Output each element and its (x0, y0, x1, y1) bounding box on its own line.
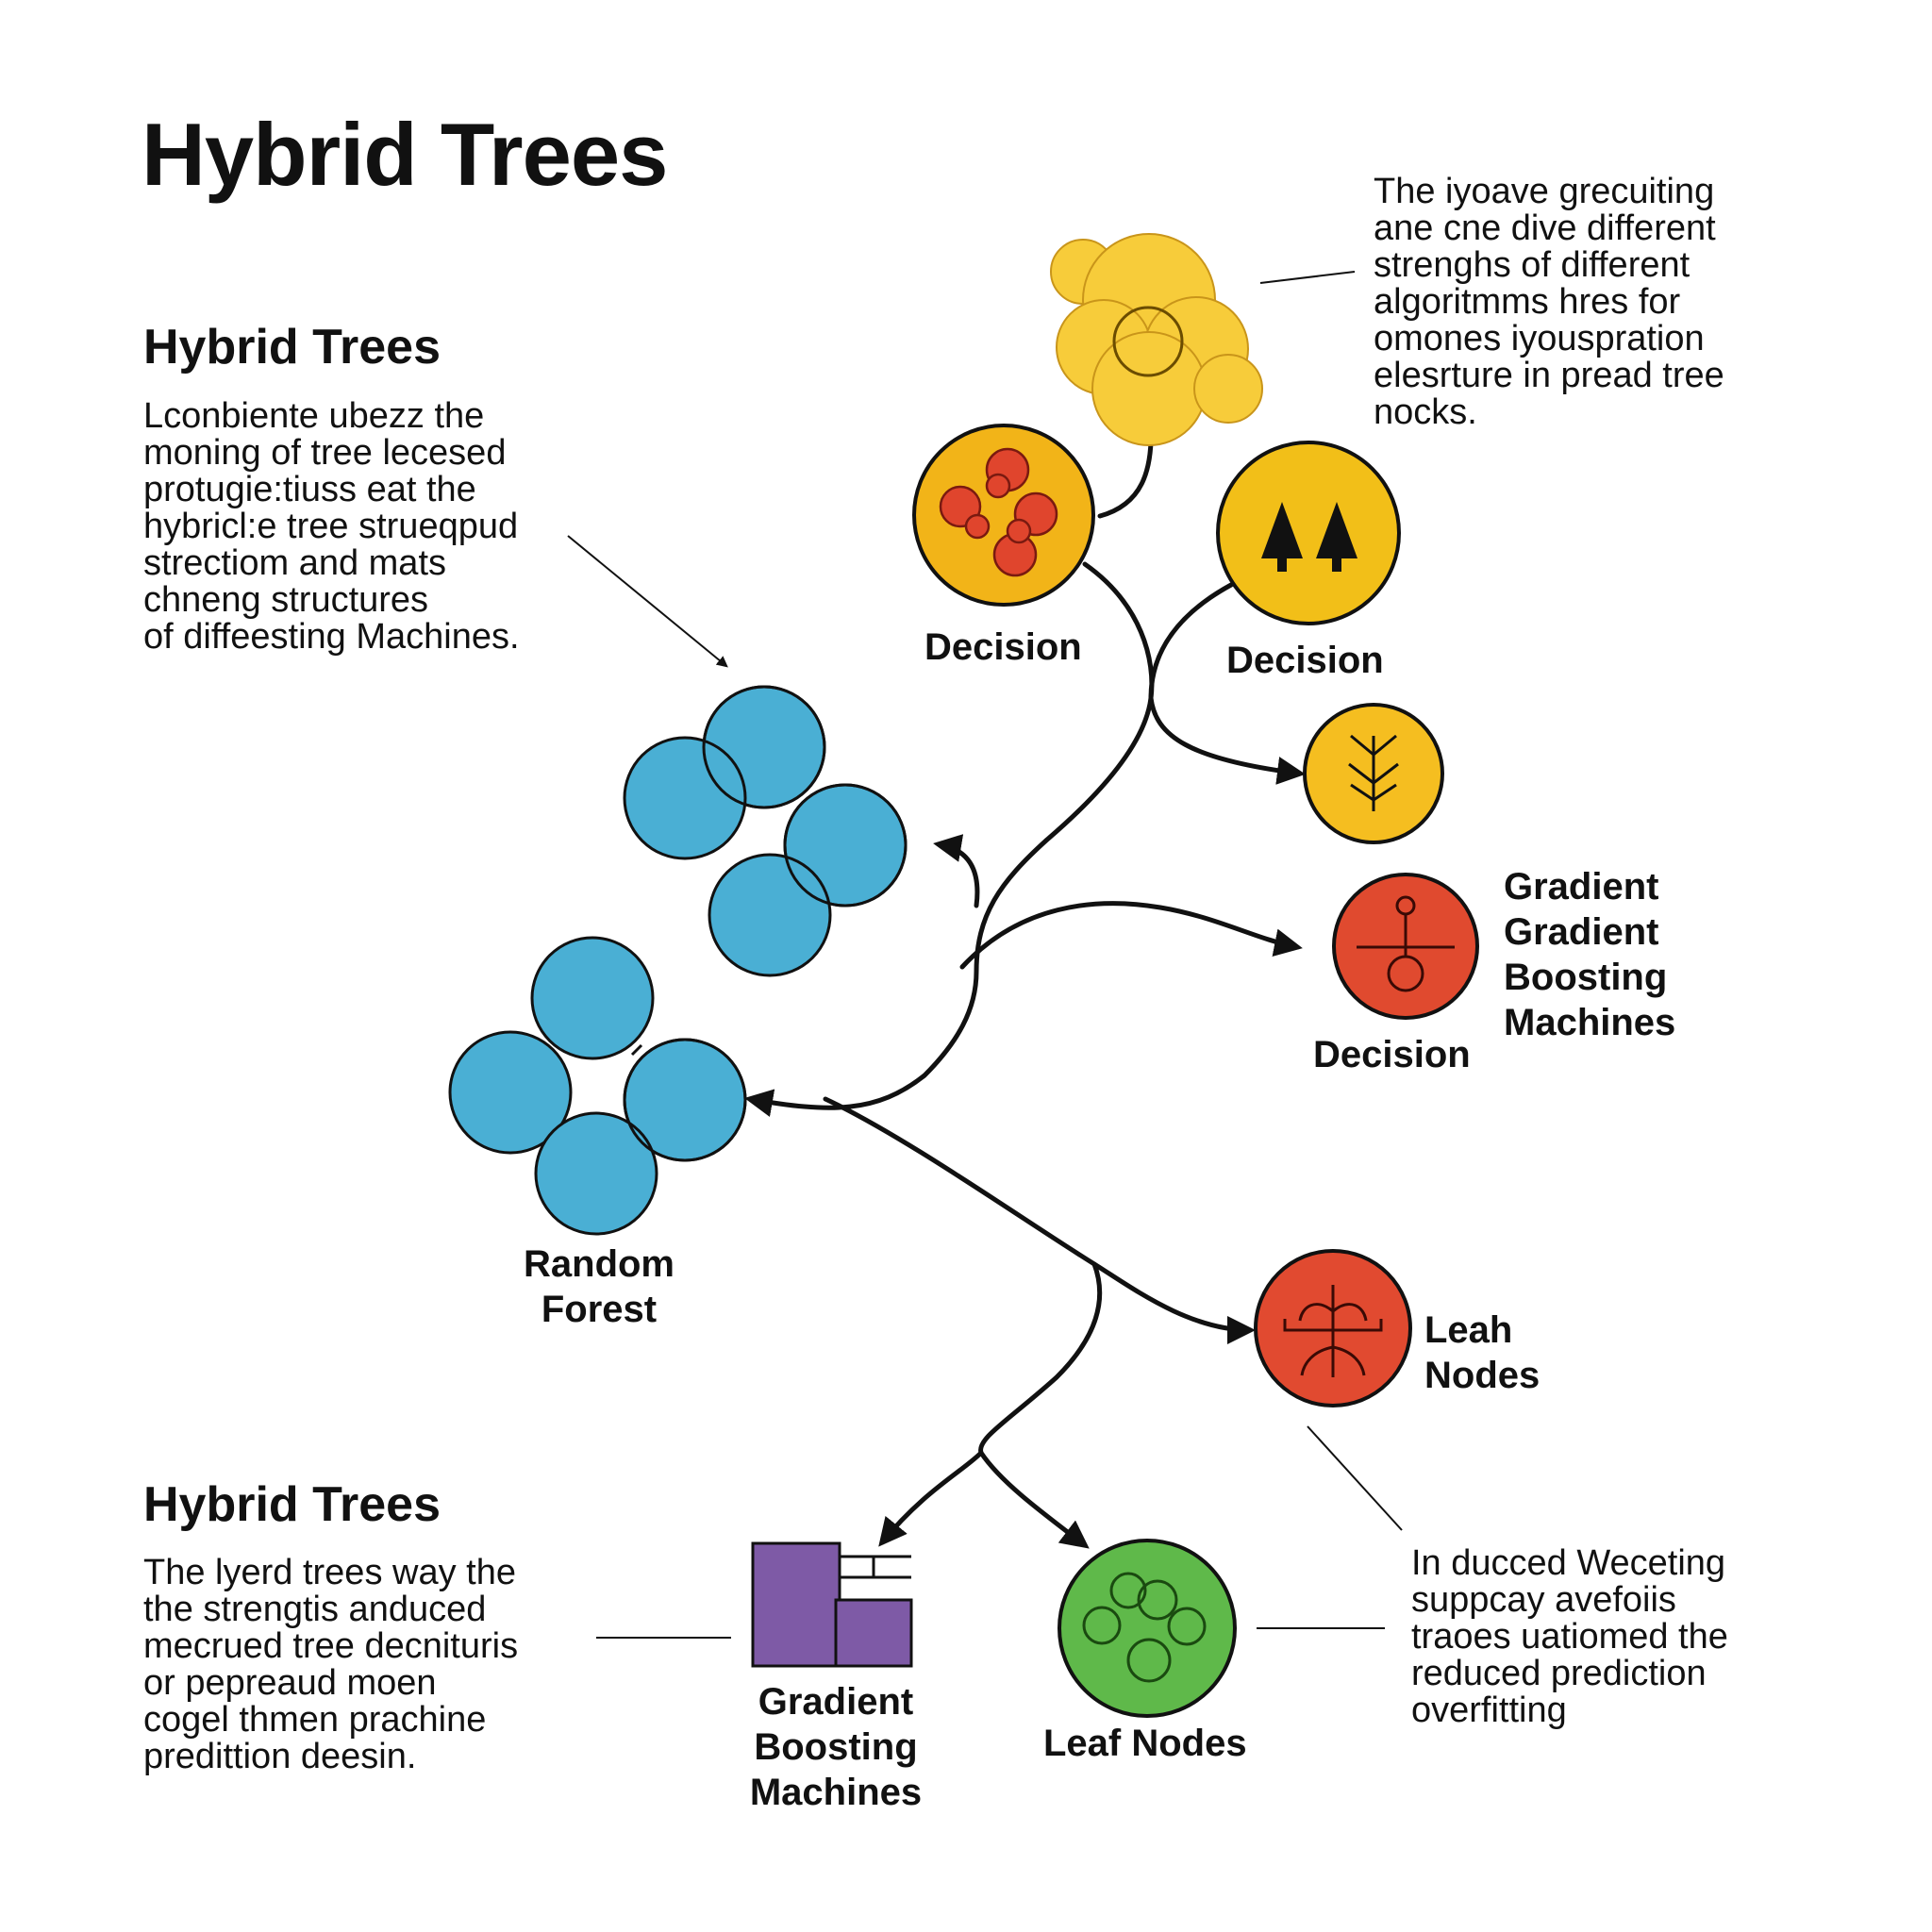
arrow-to-leaf-red (823, 1096, 1256, 1344)
purple-block-side (834, 1598, 913, 1668)
leader-top-right (1259, 271, 1356, 284)
decision-right-circle (1216, 441, 1401, 625)
gbm-purple-node (751, 1541, 913, 1668)
blue-node (534, 1111, 658, 1236)
blue-node (623, 736, 747, 860)
small-yellow-node (1303, 703, 1444, 844)
decision-right-node (1216, 441, 1401, 625)
gradient-red-sublabel: Decision (1313, 1034, 1471, 1075)
section-text-bottom-left: The lyerd trees way the the strengtis an… (143, 1553, 519, 1776)
blue-node (708, 853, 832, 977)
blue-node-overlap (783, 783, 908, 908)
arrow-to-purple (878, 1450, 984, 1547)
branch-twig (1350, 783, 1374, 802)
cloud-blob (1091, 331, 1207, 446)
tree-icon (1261, 502, 1357, 572)
cluster-ring (1109, 1572, 1147, 1609)
branch-twig (1373, 734, 1397, 757)
section-title-bottom-left: Hybrid Trees (143, 1477, 441, 1532)
page-title: Hybrid Trees (142, 105, 668, 204)
arrow-to-green (978, 1450, 1090, 1549)
curve-from-decision-right (1148, 582, 1234, 701)
decision-left-circle (912, 424, 1095, 607)
blue-cluster-upper (623, 685, 908, 977)
cluster-ring (1126, 1638, 1172, 1683)
tree-shape (1261, 502, 1303, 558)
root-branch (1298, 1303, 1368, 1322)
gradient-red-node (1332, 873, 1479, 1020)
blue-node (448, 1030, 573, 1155)
trunk-bottom (978, 1261, 1103, 1456)
node-icon-bottom (1387, 955, 1424, 992)
cloud-blob (1193, 354, 1263, 424)
cluster-dot (964, 513, 991, 540)
decision-left-label: Decision (924, 626, 1082, 668)
arrow-to-small-yellow (1148, 695, 1306, 785)
yellow-cloud-cluster (1050, 233, 1263, 446)
block-icon (751, 1541, 913, 1668)
tree-trunk (1332, 557, 1341, 572)
blue-node-overlap (702, 685, 826, 809)
cluster-dot (1006, 518, 1032, 544)
purple-block-main (751, 1541, 841, 1668)
branch-twig (1348, 762, 1374, 785)
flow-connectors (744, 422, 1306, 1549)
cloud-center-ring (1112, 306, 1184, 377)
branch-twig (1373, 762, 1399, 785)
section-text-bottom-right: In ducced Weceting suppcay avefoiis trao… (1411, 1543, 1728, 1730)
branch-twig (1373, 783, 1397, 802)
arrow-to-blue-top (933, 834, 980, 908)
node-icon (1357, 895, 1455, 992)
cluster-icon (1082, 1572, 1207, 1683)
cluster-ring (1082, 1606, 1122, 1645)
blue-node-overlap (623, 1038, 747, 1162)
blue-node (530, 936, 655, 1060)
forest-link (630, 1043, 643, 1057)
root-branch (1283, 1319, 1383, 1332)
leaf-green-circle (1058, 1539, 1237, 1718)
leader-lines (567, 271, 1403, 1639)
leaf-red-node (1254, 1249, 1412, 1407)
section-title-top-left: Hybrid Trees (143, 320, 441, 375)
decision-right-label: Decision (1226, 640, 1384, 681)
section-text-top-left: Lconbiente ubezz the moning of tree lece… (143, 396, 520, 657)
tree-trunk (1277, 557, 1287, 572)
leaf-green-node (1058, 1539, 1237, 1718)
gbm-purple-label: Gradient Boosting Machines (749, 1681, 923, 1813)
root-icon (1283, 1285, 1383, 1377)
random-forest-label: Random Forest (524, 1243, 675, 1330)
cluster-icon (939, 447, 1058, 577)
cluster-ring (1137, 1579, 1178, 1621)
section-text-top-right: The iyoave grecuiting ane cne dive diffe… (1374, 172, 1724, 432)
leader-top-left (567, 535, 728, 668)
decision-left-node (912, 424, 1095, 607)
leaf-green-label: Leaf Nodes (1043, 1723, 1247, 1764)
root-branch (1300, 1345, 1366, 1376)
random-forest-cluster (448, 936, 747, 1236)
branch-twig (1350, 734, 1374, 757)
cluster-dot (985, 473, 1011, 499)
leader-bottom-right-a (1307, 1425, 1403, 1531)
tree-shape (1316, 502, 1357, 558)
leaf-red-label: Leah Nodes (1424, 1309, 1541, 1396)
arrow-to-gradient-red (959, 901, 1303, 970)
gradient-red-label: Gradient Gradient Boosting Machines (1504, 866, 1676, 1043)
cluster-ring (1167, 1607, 1207, 1646)
branch-icon (1348, 734, 1399, 811)
